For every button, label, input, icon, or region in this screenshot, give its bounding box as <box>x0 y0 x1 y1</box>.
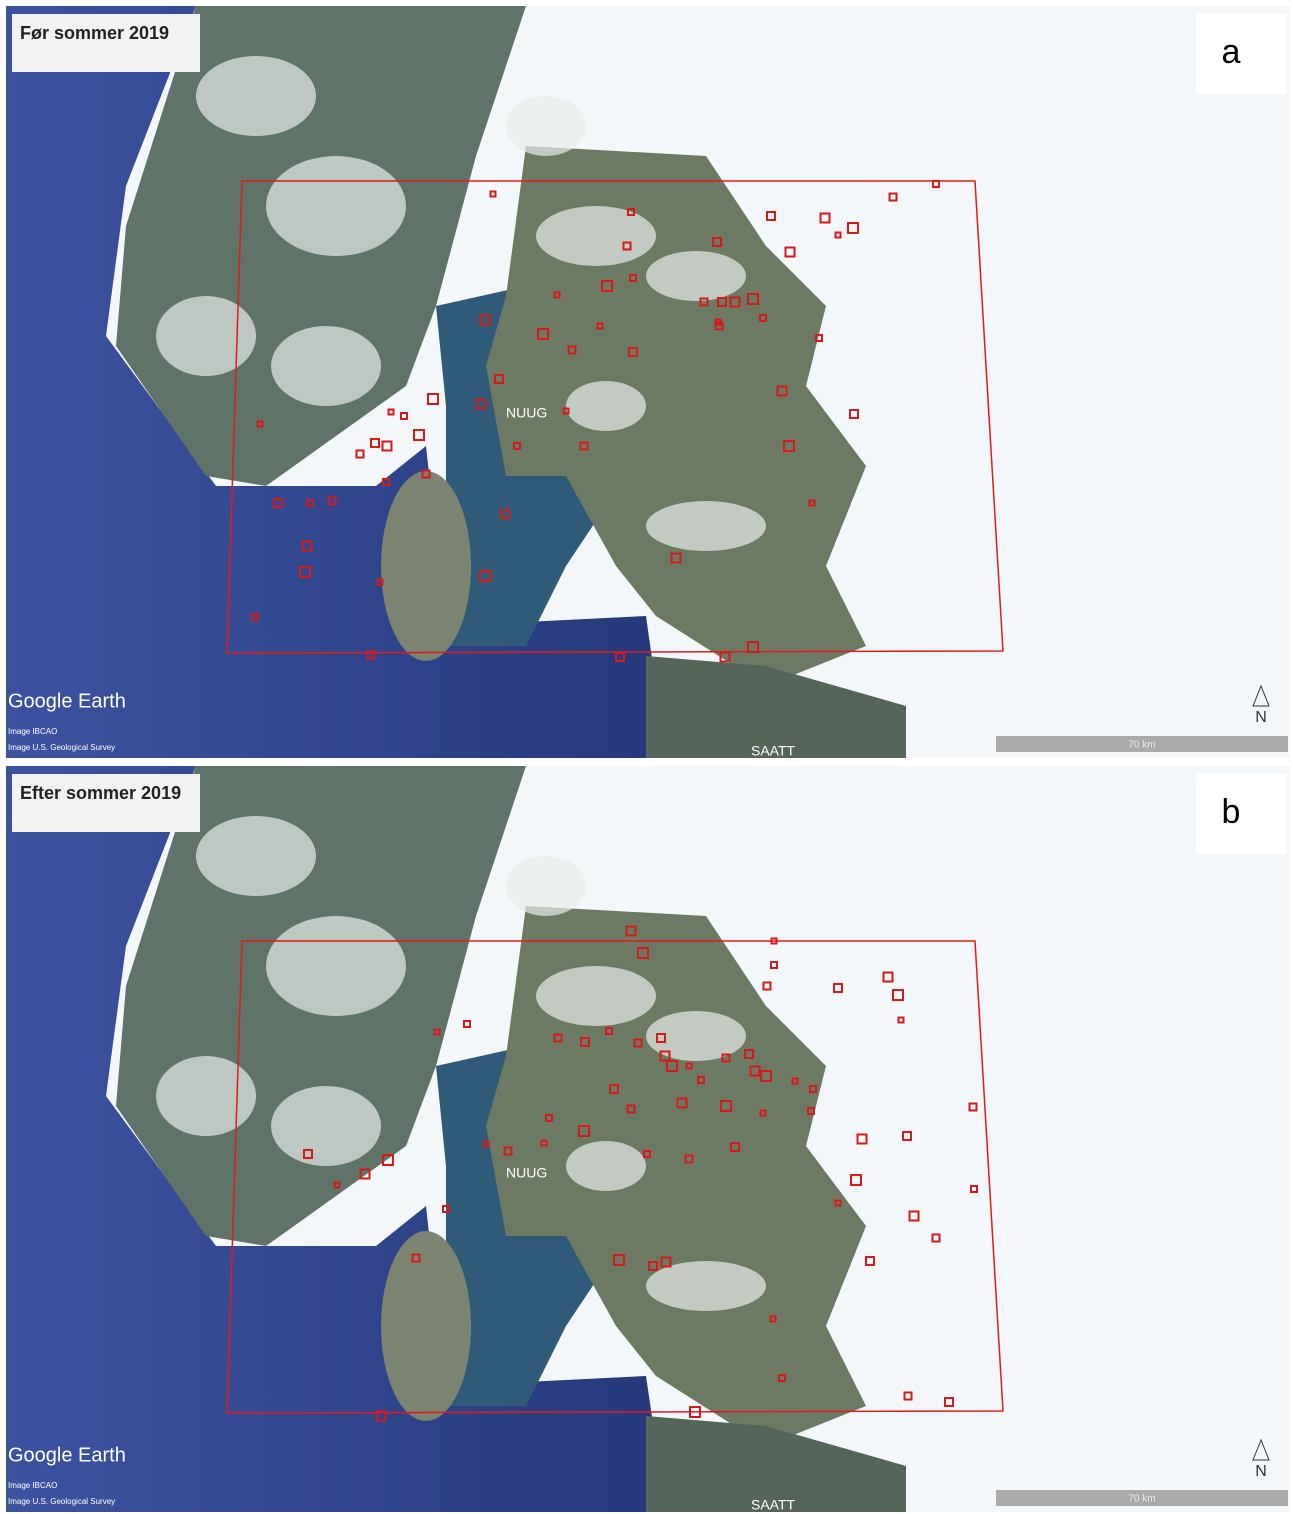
place-label: NUUG <box>506 405 547 421</box>
caption: Efter sommer 2019 <box>20 783 181 803</box>
credit: Image U.S. Geological Survey <box>8 1497 115 1506</box>
page: Før sommer 2019 a NUUG SAATT Google Earth Ima… <box>0 0 1293 1514</box>
scale-label: 70 km <box>1128 740 1155 751</box>
map-panel: Før sommer 2019 a NUUG SAATT Google Earth Ima… <box>6 6 1290 758</box>
letter-box <box>1196 774 1286 854</box>
scale-label: 70 km <box>1128 1494 1155 1505</box>
north-label: N <box>1255 709 1267 726</box>
island <box>381 471 471 661</box>
brand: Google Earth <box>8 690 126 712</box>
place-label: NUUG <box>506 1165 547 1181</box>
snow <box>271 326 381 406</box>
snow <box>566 381 646 431</box>
snow <box>271 1086 381 1166</box>
place-label: SAATT <box>751 743 796 758</box>
snow <box>196 816 316 896</box>
credit: Image IBCAO <box>8 727 57 736</box>
brand: Google Earth <box>8 1444 126 1466</box>
credit: Image U.S. Geological Survey <box>8 743 115 752</box>
snow <box>156 296 256 376</box>
snow <box>506 96 586 156</box>
snow <box>266 916 406 1016</box>
map-panel: Efter sommer 2019 b NUUG SAATT Google Earth I… <box>6 766 1290 1512</box>
snow <box>266 156 406 256</box>
panel-letter: a <box>1222 33 1241 71</box>
credit: Image IBCAO <box>8 1481 57 1490</box>
snow <box>536 206 656 266</box>
letter-box <box>1196 14 1286 94</box>
snow <box>156 1056 256 1136</box>
snow <box>646 1261 766 1311</box>
north-label: N <box>1255 1463 1267 1480</box>
snow <box>196 56 316 136</box>
island <box>381 1231 471 1421</box>
snow <box>536 966 656 1026</box>
snow <box>646 501 766 551</box>
caption: Før sommer 2019 <box>20 23 169 43</box>
snow <box>566 1141 646 1191</box>
panel-letter: b <box>1222 793 1241 831</box>
snow <box>506 856 586 916</box>
snow <box>646 251 746 301</box>
place-label: SAATT <box>751 1497 796 1512</box>
